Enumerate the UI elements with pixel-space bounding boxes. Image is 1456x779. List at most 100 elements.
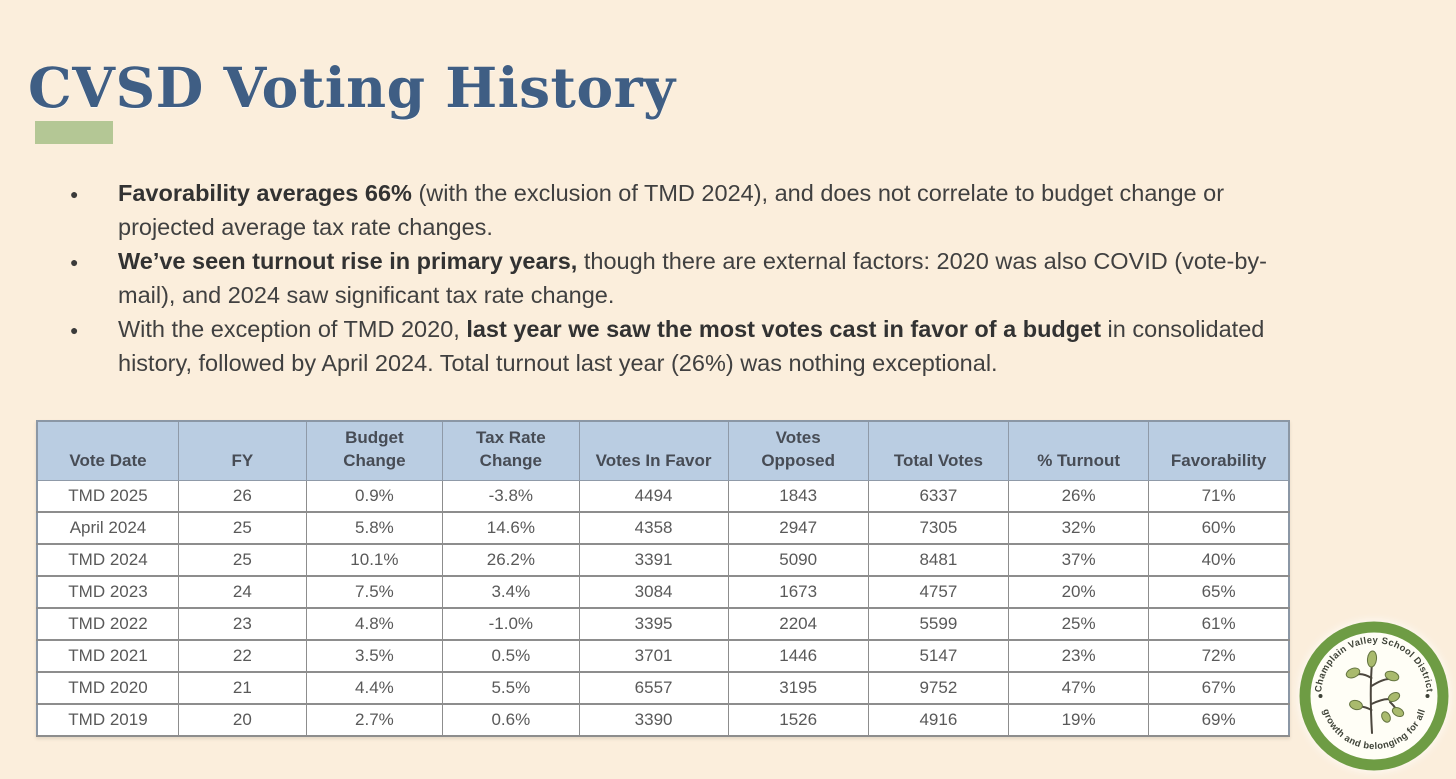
table-cell: 5599 [867, 607, 1010, 642]
table-cell: 1446 [727, 639, 869, 674]
table-cell: 6557 [578, 671, 729, 706]
table-cell: 4358 [578, 511, 729, 546]
table-cell: TMD 2020 [36, 671, 179, 706]
column-header: Votes Opposed [727, 420, 869, 481]
table-cell: 1526 [727, 703, 869, 738]
table-cell: 10.1% [305, 543, 444, 578]
table-cell: 3084 [578, 575, 729, 610]
table-cell: 2.7% [305, 703, 444, 738]
logo-separator-dot-left [1318, 694, 1323, 698]
table-cell: 25 [177, 511, 307, 546]
table-cell: 69% [1148, 703, 1290, 738]
table-cell: 4494 [578, 479, 729, 514]
table-cell: 24 [177, 575, 307, 610]
table-cell: TMD 2021 [36, 639, 179, 674]
bullet-text: (with the exclusion of TMD 2024), and do… [118, 180, 1225, 240]
table-cell: 6337 [867, 479, 1010, 514]
column-header: Budget Change [305, 420, 444, 481]
table-cell: 19% [1007, 703, 1150, 738]
column-header: Tax Rate Change [442, 420, 580, 481]
bullet-item: We’ve seen turnout rise in primary years… [68, 244, 1313, 312]
column-header: Favorability [1148, 420, 1290, 481]
logo-ring [1299, 621, 1449, 771]
bullet-text-bold: We’ve seen turnout rise in primary years… [118, 248, 578, 274]
table-cell: 5090 [727, 543, 869, 578]
sapling-leaves [1345, 650, 1405, 723]
table-cell: 4757 [867, 575, 1010, 610]
table-cell: 26 [177, 479, 307, 514]
column-header: % Turnout [1007, 420, 1150, 481]
table-cell: 3390 [578, 703, 729, 738]
table-cell: 9752 [867, 671, 1010, 706]
table-cell: 26% [1007, 479, 1150, 514]
table-cell: 21 [177, 671, 307, 706]
table-row: TMD 2025 26 0.9% -3.8% 4494 1843 6337 26% 71% [36, 479, 1290, 514]
table-cell: 2947 [727, 511, 869, 546]
table-cell: 71% [1148, 479, 1290, 514]
table-cell: 20 [177, 703, 307, 738]
district-logo: Champlain Valley School District growth … [1299, 621, 1449, 771]
table-row: April 2024 25 5.8% 14.6% 4358 2947 7305 32% 60% [36, 511, 1290, 546]
table-cell: 25 [177, 543, 307, 578]
table-cell: 2204 [727, 607, 869, 642]
table-cell: 22 [177, 639, 307, 674]
table-cell: 20% [1007, 575, 1150, 610]
bullet-list: Favorability averages 66% (with the excl… [68, 176, 1313, 380]
table-cell: TMD 2025 [36, 479, 179, 514]
table-cell: 7305 [867, 511, 1010, 546]
table-header-row: Vote Date FY Budget Change Tax Rate Change V… [36, 420, 1290, 481]
table-cell: 23 [177, 607, 307, 642]
table-cell: TMD 2023 [36, 575, 179, 610]
table-cell: 3.4% [442, 575, 580, 610]
bullet-text: in consolidated history, followed by Apr… [118, 316, 1265, 376]
table-row: TMD 2019 20 2.7% 0.6% 3390 1526 4916 19% 69% [36, 703, 1290, 738]
table-cell: 37% [1007, 543, 1150, 578]
table-cell: 3701 [578, 639, 729, 674]
table-cell: TMD 2019 [36, 703, 179, 738]
table-row: TMD 2024 25 10.1% 26.2% 3391 5090 8481 37% 40% [36, 543, 1290, 578]
table-cell: -1.0% [442, 607, 580, 642]
bullet-text: With the exception of TMD 2020, [118, 316, 467, 342]
table-cell: 0.6% [442, 703, 580, 738]
table-cell: 26.2% [442, 543, 580, 578]
table-cell: 61% [1148, 607, 1290, 642]
table-cell: 1843 [727, 479, 869, 514]
table-row: TMD 2020 21 4.4% 5.5% 6557 3195 9752 47% 67% [36, 671, 1290, 706]
table-cell: 0.9% [305, 479, 444, 514]
table-cell: 5.5% [442, 671, 580, 706]
column-header: Votes In Favor [578, 420, 729, 481]
table-cell: April 2024 [36, 511, 179, 546]
table-row: TMD 2021 22 3.5% 0.5% 3701 1446 5147 23% 72% [36, 639, 1290, 674]
table-cell: 60% [1148, 511, 1290, 546]
table-cell: 5147 [867, 639, 1010, 674]
table-cell: 3391 [578, 543, 729, 578]
table-cell: 3395 [578, 607, 729, 642]
table-cell: 3195 [727, 671, 869, 706]
table-cell: 67% [1148, 671, 1290, 706]
table-cell: 4916 [867, 703, 1010, 738]
column-header: Total Votes [867, 420, 1010, 481]
table-cell: 25% [1007, 607, 1150, 642]
table-cell: 4.8% [305, 607, 444, 642]
bullet-item: With the exception of TMD 2020, last yea… [68, 312, 1313, 380]
accent-bar [35, 121, 113, 144]
table-cell: 14.6% [442, 511, 580, 546]
column-header: FY [177, 420, 307, 481]
table-cell: 32% [1007, 511, 1150, 546]
table-cell: -3.8% [442, 479, 580, 514]
bullet-text-bold: last year we saw the most votes cast in … [466, 316, 1102, 342]
table-cell: TMD 2022 [36, 607, 179, 642]
logo-separator-dot-right [1425, 694, 1430, 698]
column-header: Vote Date [36, 420, 179, 481]
table-row: TMD 2022 23 4.8% -1.0% 3395 2204 5599 25% 61% [36, 607, 1290, 642]
table-cell: 4.4% [305, 671, 444, 706]
table-cell: 23% [1007, 639, 1150, 674]
table-cell: 1673 [727, 575, 869, 610]
bullet-item: Favorability averages 66% (with the excl… [68, 176, 1313, 244]
table-cell: 40% [1148, 543, 1290, 578]
table-row: TMD 2023 24 7.5% 3.4% 3084 1673 4757 20% 65% [36, 575, 1290, 610]
votes-table: Vote Date FY Budget Change Tax Rate Change V… [36, 420, 1290, 738]
table-cell: 65% [1148, 575, 1290, 610]
table-cell: 7.5% [305, 575, 444, 610]
bullet-text: though there are external factors: 2020 … [118, 248, 1267, 308]
